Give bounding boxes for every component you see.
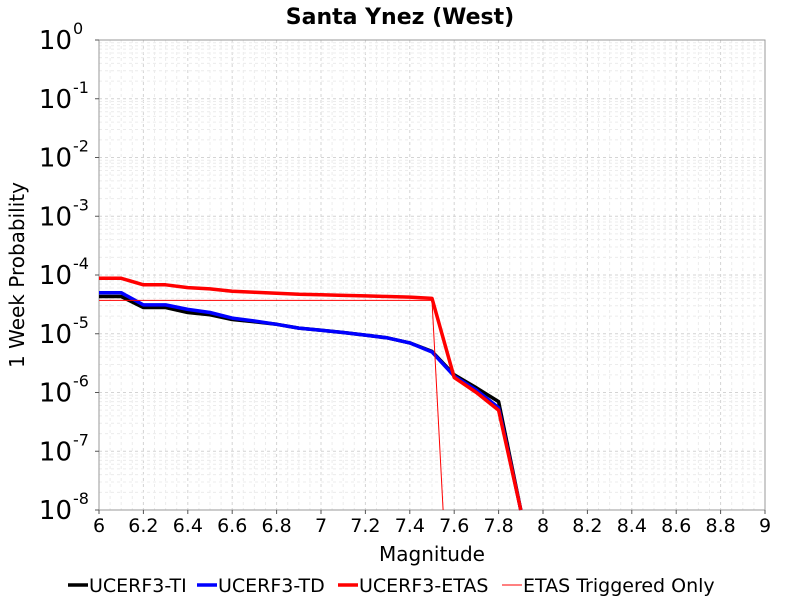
- y-tick-base: 10: [39, 496, 72, 526]
- legend-item: ETAS Triggered Only: [502, 575, 715, 597]
- y-tick-label: 10 -6: [39, 372, 89, 409]
- x-tick-label: 6.8: [261, 515, 291, 537]
- y-tick-base: 10: [39, 26, 72, 56]
- y-tick-base: 10: [39, 85, 72, 115]
- y-tick-base: 10: [39, 261, 72, 291]
- legend-label: UCERF3-TI: [89, 575, 187, 597]
- x-tick-label: 7: [315, 515, 327, 537]
- y-tick-base: 10: [39, 202, 72, 232]
- y-tick-label: 10 -8: [39, 489, 89, 526]
- y-tick-exponent: -6: [73, 372, 89, 391]
- legend-item: UCERF3-ETAS: [338, 575, 488, 597]
- legend-label: ETAS Triggered Only: [523, 575, 715, 597]
- x-tick-label: 6.2: [128, 515, 158, 537]
- gridlines: [98, 40, 766, 511]
- y-tick-label: 10 -5: [39, 313, 89, 350]
- legend-item: UCERF3-TD: [197, 575, 325, 597]
- y-tick-label: 10 -3: [39, 195, 89, 232]
- x-tick-label: 8.2: [572, 515, 602, 537]
- x-tick-label: 8.6: [661, 515, 691, 537]
- y-tick-label: 10 -2: [39, 137, 89, 174]
- legend-label: UCERF3-TD: [218, 575, 325, 597]
- x-tick-label: 7.4: [395, 515, 425, 537]
- x-tick-label: 6: [93, 515, 105, 537]
- y-tick-label: 10 0: [39, 19, 83, 56]
- legend-item: UCERF3-TI: [68, 575, 187, 597]
- y-tick-base: 10: [39, 320, 72, 350]
- chart-title: Santa Ynez (West): [286, 5, 514, 30]
- x-tick-label: 8.4: [617, 515, 647, 537]
- x-tick-label: 7.6: [439, 515, 469, 537]
- x-tick-label: 6.6: [217, 515, 247, 537]
- x-axis-ticks: 6 6.2 6.4 6.6 6.8 7 7.2 7.4 7.6 7.8 8 8.2 8.4 8.6 8.8 9: [93, 510, 771, 537]
- y-tick-label: 10 -4: [39, 254, 89, 291]
- y-tick-base: 10: [39, 379, 72, 409]
- legend: UCERF3-TI UCERF3-TD UCERF3-ETAS ETAS Trigge…: [68, 575, 715, 597]
- y-tick-exponent: 0: [73, 19, 83, 38]
- y-axis-label: 1 Week Probability: [5, 182, 29, 368]
- y-tick-label: 10 -7: [39, 430, 89, 467]
- x-tick-label: 8: [537, 515, 549, 537]
- series-layer: [99, 276, 523, 511]
- y-tick-exponent: -3: [73, 195, 89, 214]
- series-line-2: [99, 290, 523, 511]
- y-tick-exponent: -4: [73, 254, 89, 273]
- y-tick-base: 10: [39, 437, 72, 467]
- y-tick-exponent: -5: [73, 313, 89, 332]
- x-axis-label: Magnitude: [379, 542, 485, 566]
- series-line-4: [99, 299, 444, 511]
- y-tick-label: 10 -1: [39, 78, 89, 115]
- x-tick-label: 7.2: [350, 515, 380, 537]
- y-tick-exponent: -2: [73, 137, 89, 156]
- legend-label: UCERF3-ETAS: [359, 575, 488, 597]
- y-tick-exponent: -7: [73, 430, 89, 449]
- x-tick-label: 7.8: [483, 515, 513, 537]
- y-tick-base: 10: [39, 144, 72, 174]
- x-tick-label: 9: [759, 515, 771, 537]
- y-tick-exponent: -1: [73, 78, 89, 97]
- series-line-3: [99, 276, 523, 511]
- y-tick-exponent: -8: [73, 489, 89, 508]
- x-tick-label: 6.4: [173, 515, 203, 537]
- x-tick-label: 8.8: [705, 515, 735, 537]
